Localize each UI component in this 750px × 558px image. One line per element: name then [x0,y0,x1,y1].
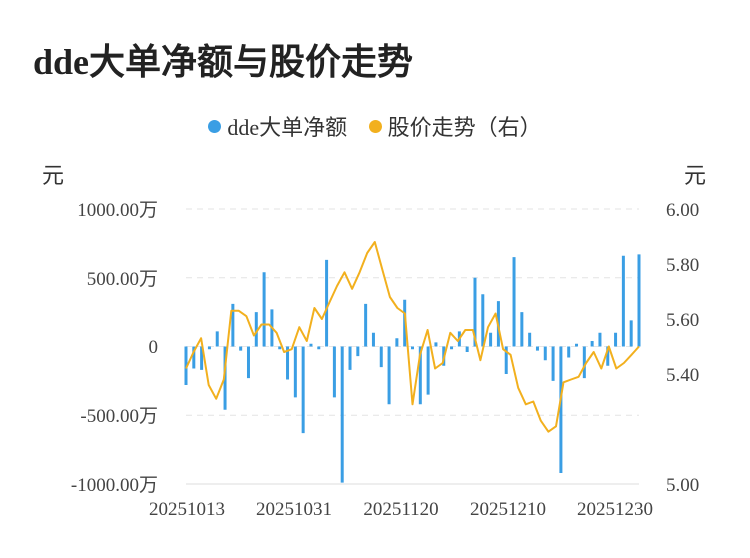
right-tick-label: 6.00 [666,200,699,221]
dde-bar [411,346,414,350]
legend-dot-price [368,119,382,133]
dde-bar [473,277,477,347]
dde-bar [614,332,618,347]
legend: dde大单净额 股价走势（右） [0,110,750,142]
dde-bar [309,343,313,347]
left-tick-label: 1000.00万 [77,200,158,221]
legend-dot-dde [208,119,222,133]
dde-bar [254,312,258,347]
dde-bar [535,346,539,351]
dde-bar [450,346,454,350]
dde-bar [286,346,290,380]
left-tick-label: 500.00万 [87,269,158,290]
dde-bar [598,332,602,347]
dde-bar [301,346,305,434]
legend-item-dde[interactable]: dde大单净额 [208,110,347,142]
dde-bar [575,343,579,347]
dde-bar [317,346,321,350]
dde-bar [465,346,469,352]
chart-title: dde大单净额与股价走势 [33,42,414,82]
dde-bar [371,332,375,347]
dde-bar [629,320,633,347]
dde-bar [481,294,485,347]
dde-bar [403,299,407,347]
dde-bar [489,332,493,347]
dde-bar [364,303,368,347]
dde-bar [567,346,571,358]
legend-label-dde: dde大单净额 [227,115,348,140]
dde-bar [528,332,532,347]
left-tick-label: -500.00万 [80,406,158,427]
dde-bar [207,346,211,350]
dde-bar [559,346,563,473]
dde-bar [551,346,555,381]
right-tick-label: 5.80 [666,255,699,276]
x-tick-label: 20251210 [470,499,546,520]
dde-bar [395,338,399,347]
dde-bar [387,346,391,405]
dde-bar [543,346,547,361]
dde-bar [184,346,188,385]
x-tick-label: 20251013 [149,499,225,520]
dde-bar [325,259,329,347]
x-tick-label: 20251120 [363,499,438,520]
dde-bar [582,346,586,379]
dde-bar [340,346,344,483]
dde-bar [192,346,196,369]
dde-bar [239,346,243,351]
legend-label-price: 股价走势（右） [387,115,542,140]
right-tick-label: 5.00 [666,475,699,496]
dde-bar [332,346,336,398]
dde-bar [356,346,360,357]
dde-bar [590,341,594,347]
dde-bar [379,346,383,368]
dde-bar [434,342,438,347]
right-axis-unit: 元 [684,163,707,188]
dde-bar [246,346,250,379]
price-line [185,241,640,433]
dde-bar [637,254,641,347]
dde-bar [621,255,625,347]
dde-bar [215,331,219,347]
dde-bar [200,346,204,370]
left-tick-label: -1000.00万 [71,475,158,496]
dde-bar [262,272,266,347]
dde-bar [426,346,430,395]
x-tick-label: 20251230 [577,499,653,520]
dde-bar [293,346,297,398]
dde-bar [520,312,524,347]
x-tick-label: 20251031 [256,499,332,520]
left-tick-label: 0 [149,337,159,358]
dde-bar [418,346,422,405]
dde-bar [223,346,227,410]
dde-bar [348,346,352,370]
right-tick-label: 5.60 [666,310,699,331]
dde-bar [606,346,610,366]
left-axis-unit: 元 [42,163,65,188]
dde-bar [512,257,516,347]
dde-bar [504,346,508,374]
legend-item-price[interactable]: 股价走势（右） [368,110,542,142]
dde-bar [231,303,235,347]
dde-bar [278,346,282,350]
right-tick-label: 5.40 [666,365,699,386]
